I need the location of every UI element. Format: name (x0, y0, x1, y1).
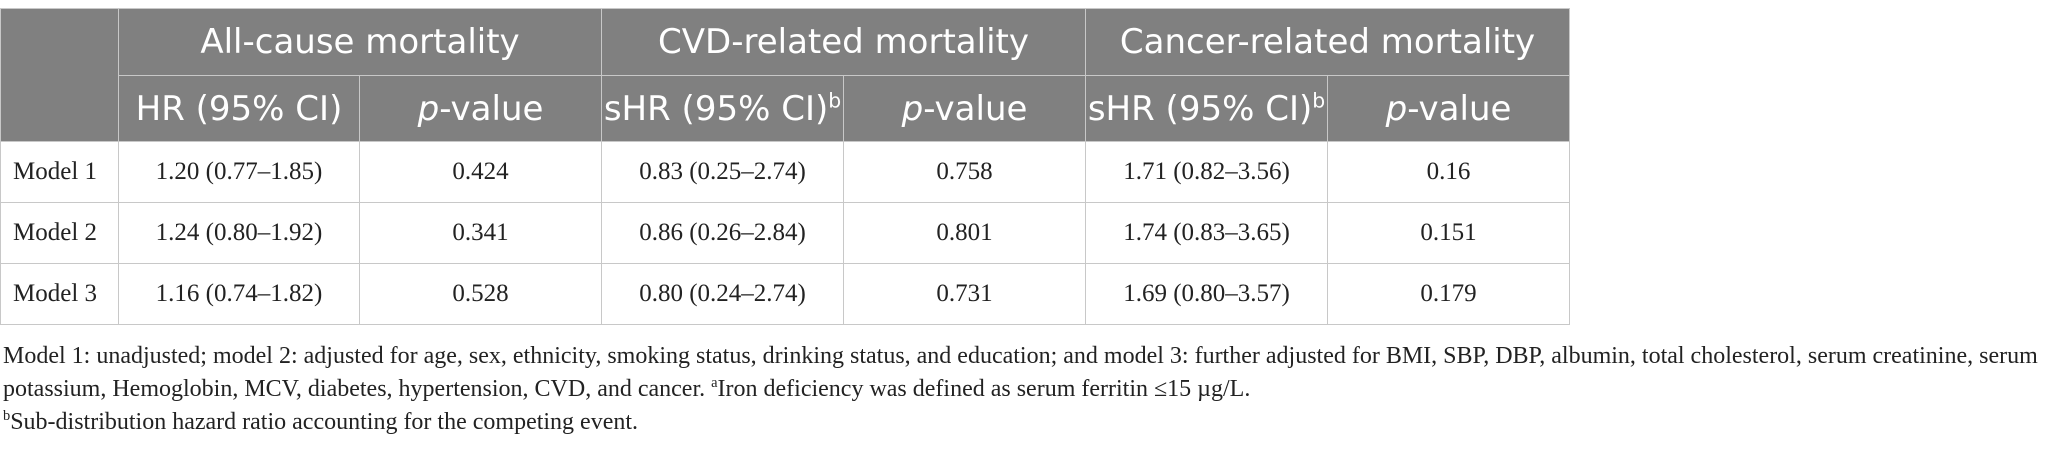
table-cell: 0.179 (1327, 263, 1571, 325)
group-header-row: All-cause mortality CVD-related mortalit… (0, 8, 2067, 142)
corner-header-cell (0, 8, 119, 142)
footnote-a-marker: a (711, 375, 718, 391)
pvalue-suffix: -value (439, 88, 544, 129)
model-label: Model 1 (0, 141, 119, 203)
sub-header-pvalue: p-value (358, 75, 603, 142)
sub-header-shr-text: sHR (95% CI) (603, 88, 829, 129)
table-cell: 0.424 (358, 141, 603, 203)
table-cell: 1.16 (0.74–1.82) (118, 263, 360, 325)
footnote-main-text: Model 1: unadjusted; model 2: adjusted f… (3, 343, 2038, 402)
table-row: Model 2 1.24 (0.80–1.92) 0.341 0.86 (0.2… (0, 202, 2067, 264)
sub-header-row: HR (95% CI) p-value sHR (95% CI)b p-valu… (1, 75, 2067, 142)
model-label: Model 3 (0, 263, 119, 325)
table-cell: 1.71 (0.82–3.56) (1085, 141, 1329, 203)
footnote-b-text: Sub-distribution hazard ratio accounting… (10, 409, 639, 435)
sub-header-shr: sHR (95% CI)b (1085, 75, 1329, 142)
footnote-b-marker: b (1312, 88, 1326, 113)
pvalue-suffix: -value (923, 88, 1028, 129)
sub-header-hr: HR (95% CI) (118, 75, 360, 142)
table-cell: 1.74 (0.83–3.65) (1085, 202, 1329, 264)
group-header-cancer: Cancer-related mortality (1085, 8, 1571, 76)
sub-header-shr-text: sHR (95% CI) (1087, 88, 1313, 129)
group-header-all-cause: All-cause mortality (117, 8, 603, 76)
table-cell: 0.151 (1327, 202, 1571, 264)
table-cell: 0.16 (1327, 141, 1571, 203)
group-header-cvd: CVD-related mortality (601, 8, 1087, 76)
table-row: Model 3 1.16 (0.74–1.82) 0.528 0.80 (0.2… (0, 263, 2067, 325)
footnote-b-marker: b (828, 88, 842, 113)
sub-header-pvalue: p-value (1327, 75, 1571, 142)
table-cell: 1.20 (0.77–1.85) (118, 141, 360, 203)
table-cell: 0.731 (843, 263, 1087, 325)
table-cell: 0.83 (0.25–2.74) (601, 141, 845, 203)
table-cell: 0.80 (0.24–2.74) (601, 263, 845, 325)
footnote-b: bSub-distribution hazard ratio accountin… (3, 406, 2058, 439)
sub-header-shr: sHR (95% CI)b (601, 75, 845, 142)
footnote-b-marker: b (3, 408, 11, 424)
results-table: All-cause mortality CVD-related mortalit… (0, 8, 2067, 325)
footnote-a-text: Iron deficiency was defined as serum fer… (717, 376, 1251, 402)
table-cell: 0.801 (843, 202, 1087, 264)
table-cell: 1.69 (0.80–3.57) (1085, 263, 1329, 325)
table-row: Model 1 1.20 (0.77–1.85) 0.424 0.83 (0.2… (0, 141, 2067, 203)
pvalue-suffix: -value (1407, 88, 1512, 129)
p-italic: p (417, 88, 440, 129)
p-italic: p (1385, 88, 1408, 129)
model-label: Model 2 (0, 202, 119, 264)
sub-header-pvalue: p-value (843, 75, 1087, 142)
table-cell: 0.528 (358, 263, 603, 325)
table-cell: 0.86 (0.26–2.84) (601, 202, 845, 264)
sub-header-hr-text: HR (95% CI) (135, 88, 343, 129)
table-cell: 0.758 (843, 141, 1087, 203)
table-footnotes: Model 1: unadjusted; model 2: adjusted f… (3, 340, 2058, 439)
footnote-main: Model 1: unadjusted; model 2: adjusted f… (3, 340, 2058, 406)
table-cell: 0.341 (358, 202, 603, 264)
table-cell: 1.24 (0.80–1.92) (118, 202, 360, 264)
p-italic: p (901, 88, 924, 129)
